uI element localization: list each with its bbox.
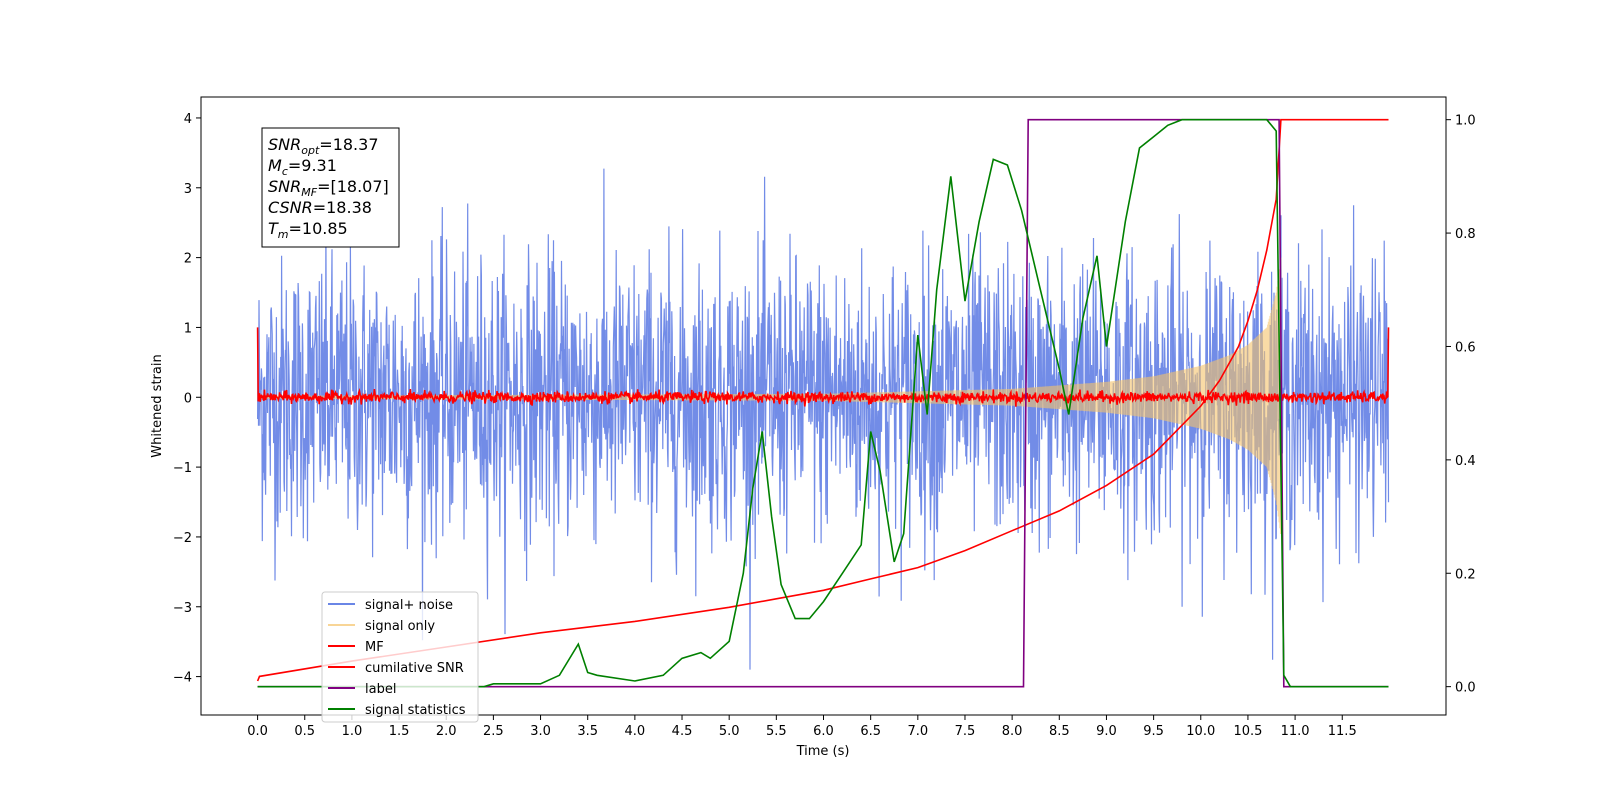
info-box-line: Mc=9.31 (268, 156, 337, 178)
y2-tick-label: 0.0 (1455, 681, 1476, 696)
info-box: SNRopt=18.37Mc=9.31SNRMF=[18.07]CSNR=18.… (261, 127, 400, 248)
y-tick-label: 1 (184, 321, 192, 336)
x-tick-label: 2.0 (436, 724, 457, 739)
y2-tick-label: 0.6 (1455, 340, 1476, 355)
y-tick-label: −4 (173, 671, 192, 686)
x-tick-label: 8.0 (1002, 724, 1023, 739)
y2-tick-label: 0.2 (1455, 567, 1476, 582)
x-tick-label: 9.5 (1143, 724, 1164, 739)
legend-frame (321, 591, 479, 723)
legend-entry: label (365, 682, 396, 697)
legend-entry: signal only (365, 619, 435, 634)
y-tick-label: −2 (173, 531, 192, 546)
x-tick-label: 4.5 (672, 724, 693, 739)
x-tick-label: 7.0 (907, 724, 928, 739)
info-box-line: SNRopt=18.37 (268, 135, 379, 157)
x-tick-label: 1.5 (389, 724, 410, 739)
info-box-line: CSNR=18.38 (268, 198, 372, 217)
y-tick-label: 4 (184, 112, 192, 127)
legend-entry: signal statistics (365, 703, 466, 718)
x-tick-label: 2.5 (483, 724, 504, 739)
legend-entry: cumilative SNR (365, 661, 464, 676)
axes-layer: 0.0 0.5 1.0 1.5 2.0 2.5 3.0 3.5 4.0 4.5 5.0 5.5 6.0 6… (173, 112, 1476, 739)
x-tick-label: 7.5 (955, 724, 976, 739)
x-tick-label: 6.0 (813, 724, 834, 739)
x-tick-label: 10.0 (1186, 724, 1215, 739)
x-tick-label: 5.5 (766, 724, 787, 739)
info-box-line: Tm=10.85 (268, 219, 348, 241)
series-layer (256, 118, 1390, 688)
y-axis-label: Whitened strain (150, 354, 165, 457)
x-tick-label: 0.5 (294, 724, 315, 739)
series-cumilative-snr (256, 118, 1389, 682)
info-box-line: SNRMF=[18.07] (268, 177, 389, 199)
x-tick-label: 4.0 (625, 724, 646, 739)
y-tick-label: 3 (184, 182, 192, 197)
y-tick-label: −1 (173, 461, 192, 476)
legend-entry: signal+ noise (365, 598, 453, 613)
y-tick-label: −3 (173, 601, 192, 616)
x-tick-label: 3.5 (577, 724, 598, 739)
y2-tick-label: 0.8 (1455, 227, 1476, 242)
x-tick-label: 10.5 (1233, 724, 1262, 739)
y-tick-label: 0 (184, 391, 192, 406)
x-tick-label: 1.0 (342, 724, 363, 739)
x-tick-label: 5.0 (719, 724, 740, 739)
x-tick-label: 8.5 (1049, 724, 1070, 739)
y-tick-label: 2 (184, 252, 192, 267)
x-tick-label: 11.0 (1281, 724, 1310, 739)
legend-entry: MF (365, 640, 384, 655)
x-tick-label: 9.0 (1096, 724, 1117, 739)
x-axis-label: Time (s) (796, 744, 850, 759)
info-box-frame (261, 127, 400, 248)
series-signal-statistics (257, 118, 1389, 688)
series-signal-noise (257, 168, 1390, 670)
x-tick-label: 6.5 (860, 724, 881, 739)
legend: signal+ noise signal only MF cumilative SNR… (321, 591, 479, 723)
y2-tick-label: 0.4 (1455, 454, 1476, 469)
y2-tick-label: 1.0 (1455, 114, 1476, 129)
series-mf (256, 327, 1390, 407)
x-tick-label: 0.0 (247, 724, 268, 739)
x-tick-label: 3.0 (530, 724, 551, 739)
x-tick-label: 11.5 (1328, 724, 1357, 739)
